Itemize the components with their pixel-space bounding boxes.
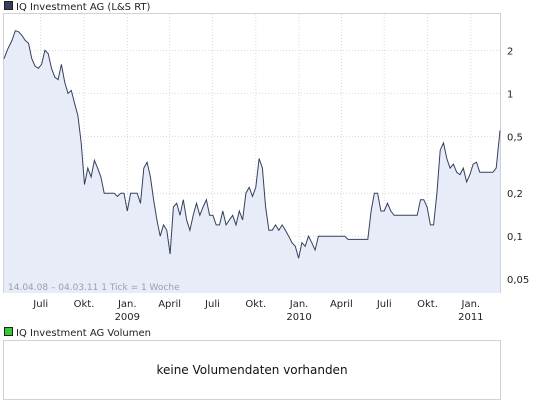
y-tick-label: 0,2 bbox=[507, 189, 523, 200]
x-tick-label: Juli bbox=[32, 299, 48, 310]
y-tick-label: 0,1 bbox=[507, 232, 523, 243]
x-tick-label: April bbox=[330, 299, 353, 310]
x-tick-label: April bbox=[158, 299, 181, 310]
volume-empty-message: keine Volumendaten vorhanden bbox=[156, 363, 348, 377]
volume-legend-swatch bbox=[4, 327, 13, 336]
x-year-label: 2009 bbox=[115, 312, 140, 323]
x-year-label: 2010 bbox=[286, 312, 311, 323]
x-tick-label: Jan. bbox=[461, 299, 481, 310]
date-range-label: 14.04.08 – 04.03.11 1 Tick = 1 Woche bbox=[8, 283, 180, 293]
volume-legend: IQ Investment AG Volumen bbox=[4, 327, 151, 339]
price-legend-swatch bbox=[4, 1, 13, 10]
x-tick-label: Jan. bbox=[117, 299, 137, 310]
x-tick-label: Juli bbox=[376, 299, 392, 310]
price-area-fill bbox=[4, 30, 500, 293]
x-tick-label: Jan. bbox=[289, 299, 309, 310]
y-tick-label: 2 bbox=[507, 46, 513, 57]
x-year-label: 2011 bbox=[458, 312, 483, 323]
x-tick-label: Okt. bbox=[417, 299, 438, 310]
price-chart: Juli Okt. Jan. 2009 April Juli Okt. Jan. 2010 Apr… bbox=[3, 14, 529, 323]
x-tick-label: Okt. bbox=[245, 299, 266, 310]
y-tick-label: 0,05 bbox=[507, 275, 529, 286]
y-tick-label: 1 bbox=[507, 89, 513, 100]
x-tick-label: Juli bbox=[204, 299, 220, 310]
volume-chart-panel: keine Volumendaten vorhanden bbox=[3, 340, 501, 400]
volume-legend-label: IQ Investment AG Volumen bbox=[16, 328, 151, 339]
y-tick-label: 0,5 bbox=[507, 132, 523, 143]
price-line bbox=[3, 30, 501, 259]
price-legend: IQ Investment AG (L&S RT) bbox=[4, 1, 150, 13]
price-legend-label: IQ Investment AG (L&S RT) bbox=[16, 2, 151, 13]
x-tick-label: Okt. bbox=[74, 299, 95, 310]
